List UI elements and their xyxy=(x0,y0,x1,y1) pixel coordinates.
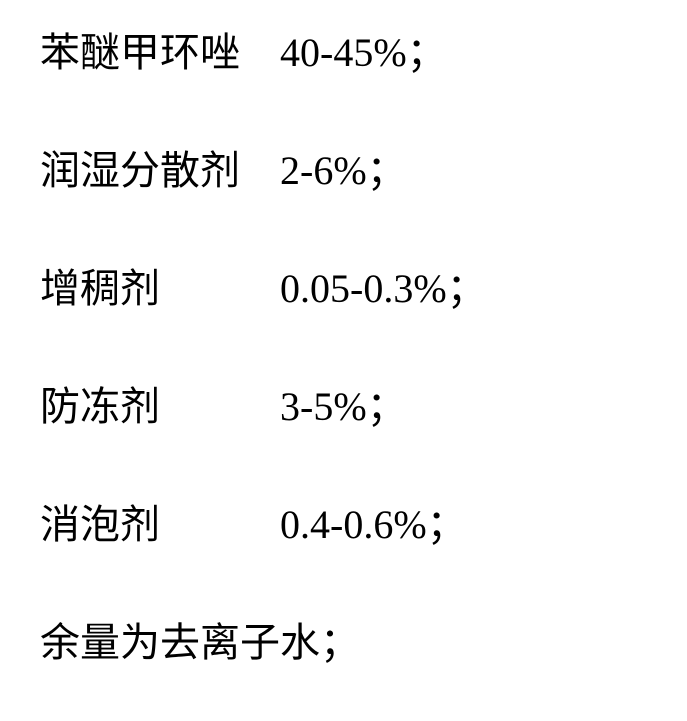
ingredient-value: 40-45%； xyxy=(280,20,447,78)
table-row: 苯醚甲环唑 40-45%； xyxy=(40,20,647,78)
table-row: 防冻剂 3-5%； xyxy=(40,374,647,432)
ingredient-label: 润湿分散剂 xyxy=(40,138,280,196)
ingredient-value: 2-6%； xyxy=(280,138,407,196)
ingredient-label: 增稠剂 xyxy=(40,256,280,314)
table-row: 消泡剂 0.4-0.6%； xyxy=(40,492,647,550)
ingredient-value: 0.4-0.6%； xyxy=(280,492,467,550)
ingredient-label: 苯醚甲环唑 xyxy=(40,20,280,78)
ingredient-value: 0.05-0.3%； xyxy=(280,256,487,314)
table-row: 润湿分散剂 2-6%； xyxy=(40,138,647,196)
footer-text: 余量为去离子水； xyxy=(40,610,647,668)
document-content: 苯醚甲环唑 40-45%； 润湿分散剂 2-6%； 增稠剂 0.05-0.3%；… xyxy=(0,0,687,688)
ingredient-label: 防冻剂 xyxy=(40,374,280,432)
table-row: 增稠剂 0.05-0.3%； xyxy=(40,256,647,314)
ingredient-label: 消泡剂 xyxy=(40,492,280,550)
ingredient-value: 3-5%； xyxy=(280,374,407,432)
